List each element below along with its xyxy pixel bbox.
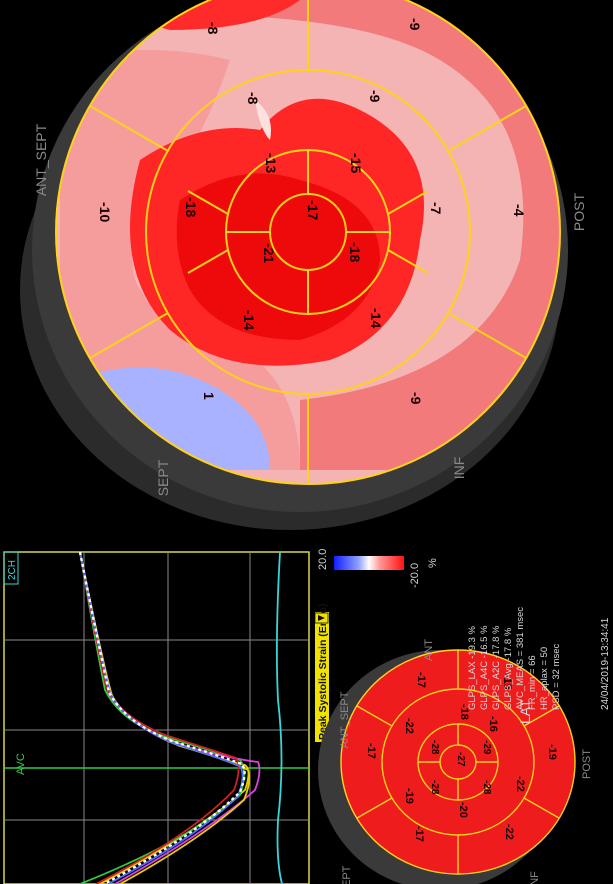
colorbar-min: -20.0 <box>409 563 421 588</box>
colorbar-unit: % <box>427 558 439 568</box>
strain-zone-mild <box>60 50 300 470</box>
curve-plot-frame <box>3 551 310 884</box>
large-segment-labels: -8 -9 -10 -4 1 -9 -8 -9 -18 -7 -14 -14 -… <box>97 18 527 405</box>
chevron-down-icon <box>318 615 325 621</box>
segment-value: -16 <box>487 716 499 732</box>
small-region-post: POST <box>581 749 593 779</box>
measurement-line: GLPS_A2C -17.8 % <box>491 625 502 710</box>
strain-curve-cyan <box>275 551 283 884</box>
segment-value: -20 <box>457 802 469 818</box>
small-region-ant-sept: ANT_SEPT <box>339 691 351 748</box>
segment-value: -17 <box>415 672 427 688</box>
strain-zone-moderate <box>60 0 560 470</box>
strain-curve-panel: AVC 2CH <box>0 548 315 884</box>
segment-value: 1 <box>201 392 217 400</box>
segment-value: -9 <box>408 392 424 405</box>
segment-value: -18 <box>458 704 470 720</box>
small-segment-labels: -17 -17 -15 -19 -22 -17 -22 -18 -16 -22 … <box>365 672 558 842</box>
segment-value: -8 <box>245 92 261 105</box>
strain-curve-average <box>78 551 246 884</box>
small-bullseye: -17 -17 -15 -19 -22 -17 -22 -18 -16 -22 … <box>318 639 593 884</box>
small-bullseye-disc <box>341 650 575 874</box>
strain-mode-selector[interactable]: Peak Systolic Strain (Endo) <box>314 603 329 742</box>
segment-value: -7 <box>428 202 444 215</box>
measurement-line: GLPS_A4C -16.5 % <box>479 625 490 710</box>
segment-value: -9 <box>367 90 383 103</box>
segment-value: -22 <box>503 824 515 840</box>
small-bullseye-grid <box>340 649 576 875</box>
segment-value: -28 <box>429 740 440 755</box>
colorbar-max: 20.0 <box>317 549 329 570</box>
small-region-inf: INF <box>529 871 541 884</box>
region-label-inf: INF <box>451 457 467 480</box>
region-label-post: POST <box>571 192 587 231</box>
region-label-ant-sept: ANT_SEPT <box>33 123 49 196</box>
avc-label: AVC <box>15 753 27 775</box>
segment-value: -27 <box>455 752 466 767</box>
colorbar-gradient <box>334 556 404 570</box>
segment-value: -19 <box>403 788 415 804</box>
segment-value: -9 <box>407 18 423 31</box>
segment-value: -14 <box>368 308 384 328</box>
segment-value: -22 <box>514 776 526 792</box>
segment-value: -18 <box>183 197 199 217</box>
view-tag-box <box>3 551 19 585</box>
strain-colorbar: 20.0 -20.0 % <box>317 549 439 588</box>
lat-label: LAT <box>517 699 533 724</box>
segment-value: -17 <box>305 200 321 220</box>
measurement-line: FR_min = 66 <box>527 655 538 710</box>
segment-value: -14 <box>241 310 257 330</box>
segment-value: -29 <box>481 740 492 755</box>
segment-value: -18 <box>347 242 363 262</box>
bullseye-grid <box>55 0 561 485</box>
segment-value: -4 <box>511 204 527 217</box>
segment-value: -17 <box>413 826 425 842</box>
curve-grid <box>4 552 309 884</box>
strain-zone-light <box>255 100 271 140</box>
small-region-sept: SEPT <box>341 865 353 884</box>
view-tag: 2CH <box>7 560 18 580</box>
strain-curve-green <box>79 551 245 884</box>
segment-value: -22 <box>403 718 415 734</box>
strain-mode-box[interactable] <box>315 612 329 742</box>
segment-value: -19 <box>546 744 558 760</box>
segment-value: -8 <box>205 22 221 35</box>
segment-value: -13 <box>263 153 279 173</box>
measurement-line: GLPS_LAX -19.3 % <box>467 625 478 710</box>
strain-curve-red <box>79 551 240 884</box>
segment-value: -28 <box>481 780 492 795</box>
measurement-line: HR_aplax = 50 <box>539 647 550 710</box>
strain-curves <box>78 551 283 884</box>
measurement-line: GLPS_Avg -17.8 % <box>503 627 514 710</box>
segment-value: -15 <box>348 153 364 173</box>
measurement-line: AVC_MEAS = 381 msec <box>515 607 526 710</box>
segment-value: -15 <box>501 674 513 690</box>
segment-value: -28 <box>429 780 440 795</box>
segment-value: -17 <box>365 743 377 759</box>
timestamp: 24/04/2019-13:34:41 <box>600 617 611 710</box>
small-region-ant: ANT <box>423 639 435 661</box>
segment-value: -10 <box>97 202 113 222</box>
strain-mode-label: Peak Systolic Strain (Endo) <box>317 603 329 740</box>
large-bullseye: -8 -9 -10 -4 1 -9 -8 -9 -18 -7 -14 -14 -… <box>20 0 587 530</box>
segment-value: -21 <box>261 243 277 263</box>
measurements-list: GLPS_LAX -19.3 % GLPS_A4C -16.5 % GLPS_A… <box>467 607 611 724</box>
measurement-line: PSD = 32 msec <box>551 643 562 710</box>
region-label-sept: SEPT <box>155 459 171 496</box>
strain-curve-blue <box>79 551 244 884</box>
